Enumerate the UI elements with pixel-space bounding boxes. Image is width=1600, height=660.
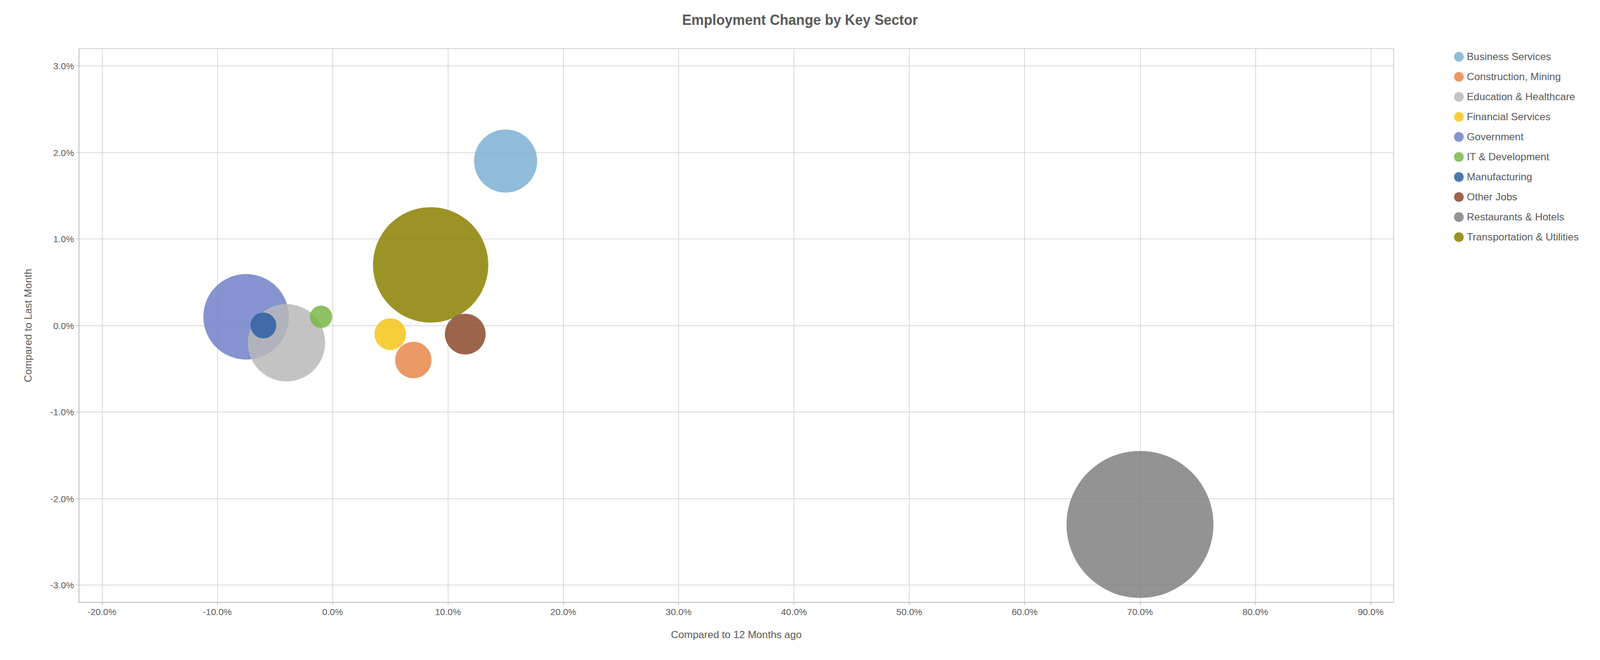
svg-text:-20.0%: -20.0% — [87, 606, 117, 617]
svg-text:70.0%: 70.0% — [1127, 606, 1154, 617]
svg-text:Manufacturing: Manufacturing — [1466, 171, 1533, 183]
svg-text:Restaurants & Hotels: Restaurants & Hotels — [1466, 211, 1565, 223]
svg-text:Business Services: Business Services — [1466, 50, 1551, 63]
svg-text:1.0%: 1.0% — [53, 233, 75, 244]
svg-text:0.0%: 0.0% — [322, 606, 343, 617]
svg-text:IT & Development: IT & Development — [1466, 151, 1550, 163]
svg-text:-10.0%: -10.0% — [202, 606, 232, 617]
svg-text:2.0%: 2.0% — [53, 147, 75, 158]
svg-text:-1.0%: -1.0% — [50, 406, 75, 417]
svg-text:Education & Healthcare: Education & Healthcare — [1466, 91, 1576, 103]
svg-text:Construction, Mining: Construction, Mining — [1466, 70, 1561, 83]
svg-text:Employment Change by Key Secto: Employment Change by Key Sector — [681, 12, 919, 28]
svg-text:3.0%: 3.0% — [53, 60, 75, 71]
svg-text:-3.0%: -3.0% — [50, 579, 75, 590]
svg-text:0.0%: 0.0% — [53, 320, 75, 331]
svg-text:90.0%: 90.0% — [1357, 606, 1384, 617]
svg-text:Compared to Last Month: Compared to Last Month — [22, 268, 34, 382]
svg-text:Other Jobs: Other Jobs — [1466, 191, 1517, 203]
svg-text:Government: Government — [1466, 131, 1524, 143]
svg-text:80.0%: 80.0% — [1242, 606, 1269, 617]
svg-text:20.0%: 20.0% — [550, 606, 577, 617]
svg-text:10.0%: 10.0% — [435, 606, 462, 617]
svg-text:40.0%: 40.0% — [780, 606, 807, 617]
svg-text:50.0%: 50.0% — [896, 606, 923, 617]
svg-text:Compared to 12 Months ago: Compared to 12 Months ago — [671, 628, 802, 641]
svg-text:Financial Services: Financial Services — [1466, 111, 1551, 123]
svg-text:60.0%: 60.0% — [1011, 606, 1038, 617]
svg-text:30.0%: 30.0% — [665, 606, 692, 617]
svg-text:Transportation & Utilities: Transportation & Utilities — [1466, 231, 1579, 243]
svg-text:-2.0%: -2.0% — [50, 493, 75, 504]
